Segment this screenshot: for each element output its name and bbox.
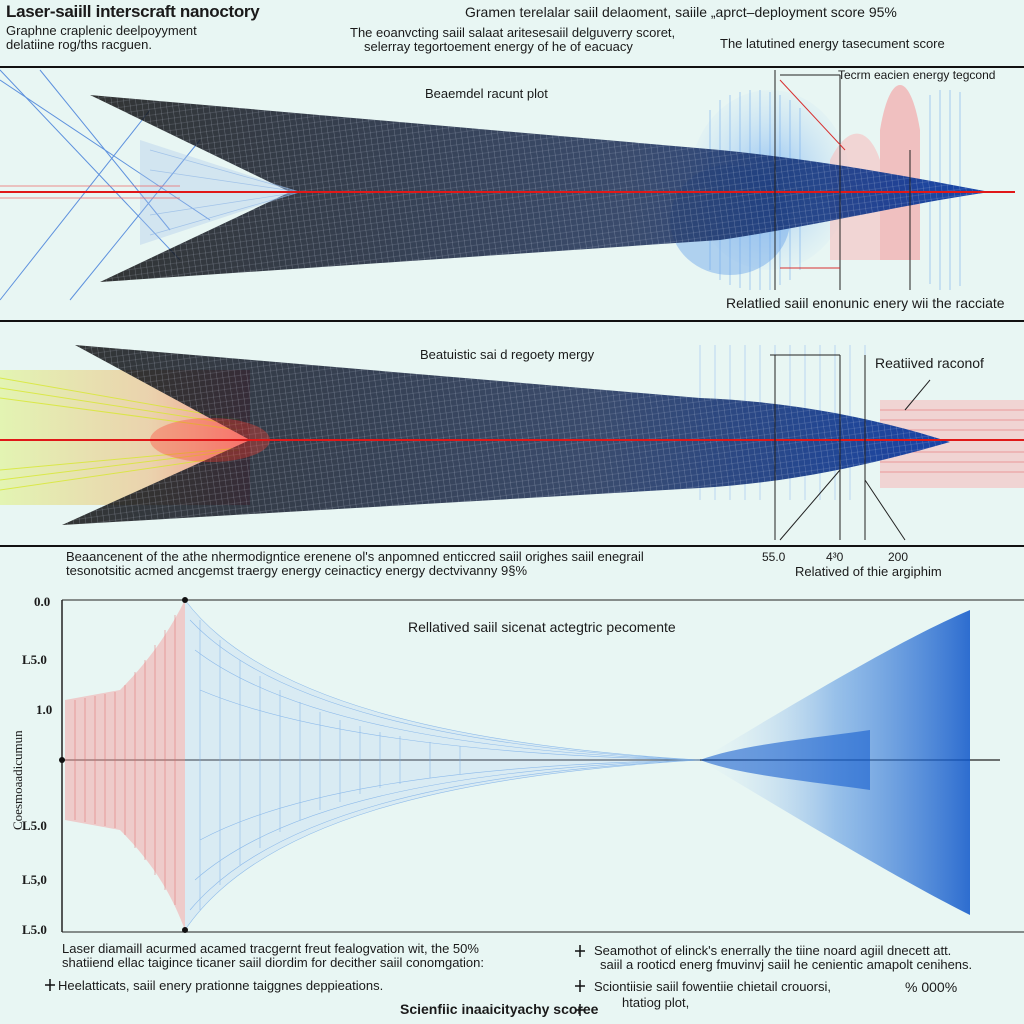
panel3-ytick-2: L5.0: [22, 652, 47, 667]
header-subtitle-line-2: delatiine rog/ths racguen.: [6, 37, 152, 52]
panel3-ytick-5: L5,0: [22, 872, 47, 887]
panel3-y-axis-label: Coesmoaadicumun: [10, 730, 25, 830]
panel3-ytick-6: L5.0: [22, 922, 47, 937]
panel3-ytick-1: 0.0: [34, 594, 51, 609]
divider-middle: [0, 320, 1024, 322]
panel2-desc-line-1: Beaancenent of the athe nhermodigntice e…: [66, 549, 644, 564]
panel2-right-label: Reatiived raconof: [875, 355, 984, 371]
panel1-bottom-right: Relatlied saiil enonunic enery wii the r…: [726, 295, 1005, 311]
footer-left-bullet: Heelatticats, saiil enery prationne taig…: [58, 978, 384, 993]
footer-cross-marks: [45, 945, 585, 1016]
header-subtitle-line-1: Graphne craplenic deelpoyyment: [6, 23, 197, 38]
panel2-axis-caption: Relatived of thie argiphim: [795, 564, 942, 579]
footer-right-percent: % 000%: [905, 979, 958, 995]
panel3-title: Rellatived saiil sicenat actegtric pecom…: [408, 619, 676, 635]
panel1-guide-lines: [0, 69, 211, 301]
header-center-line-1: The eoanvcting saiil salaat aritesesaiil…: [350, 25, 676, 40]
panel3-chart: [59, 597, 1024, 933]
header-right-note: The latutined energy tasecument score: [720, 36, 945, 51]
panel3-ytick-3: 1.0: [36, 702, 53, 717]
header-center-top: Gramen terelalar saiil delaoment, saiile…: [465, 4, 897, 20]
divider-top: [0, 66, 1024, 68]
panel2-annotations: [770, 354, 931, 541]
panel2-desc-line-2: tesonotsitic acmed ancgemst traergy ener…: [66, 563, 528, 578]
footer-left-line-1: Laser diamaill acurmed acamed tracgernt …: [62, 941, 479, 956]
panel2-tick-1: 55.0: [762, 550, 786, 564]
divider-lower: [0, 545, 1024, 547]
panel2-label: Beatuistic sai d regoety mergy: [420, 347, 595, 362]
panel2-tick-2: 4³0: [826, 550, 844, 564]
panel2-tick-3: 200: [888, 550, 909, 564]
footer-right-bullet-1-line-1: Seamothot of elinck's enerrally the tiin…: [594, 943, 952, 958]
panel1-label: Beaemdel racunt plot: [425, 86, 548, 101]
footer-right-bullet-2-line-1: Sciontiisie saiil fowentiie chietail cro…: [594, 979, 831, 994]
panel1-annotations: [774, 70, 911, 290]
panel3-ytick-4: L5.0: [22, 818, 47, 833]
panel3-wire-funnel: [185, 600, 700, 930]
footer-bottom-center: Scienfiic inaaicityachy scoree: [400, 1001, 599, 1017]
page-title: Laser-saiill interscraft nanoctory: [6, 2, 260, 21]
panel1-corner-note: Tecrm eacien energy tegcond: [838, 68, 996, 82]
header-center-line-2: selerray tegortoement energy of he of ea…: [364, 39, 633, 54]
footer-right-bullet-2-line-2: htatiog plot,: [622, 995, 690, 1010]
footer-left-line-2: shatiiend ellac taigince ticaner saiil d…: [62, 955, 484, 970]
footer-right-bullet-1-line-2: saiil a rooticd energ fmuvinvj saiil he …: [600, 957, 973, 972]
